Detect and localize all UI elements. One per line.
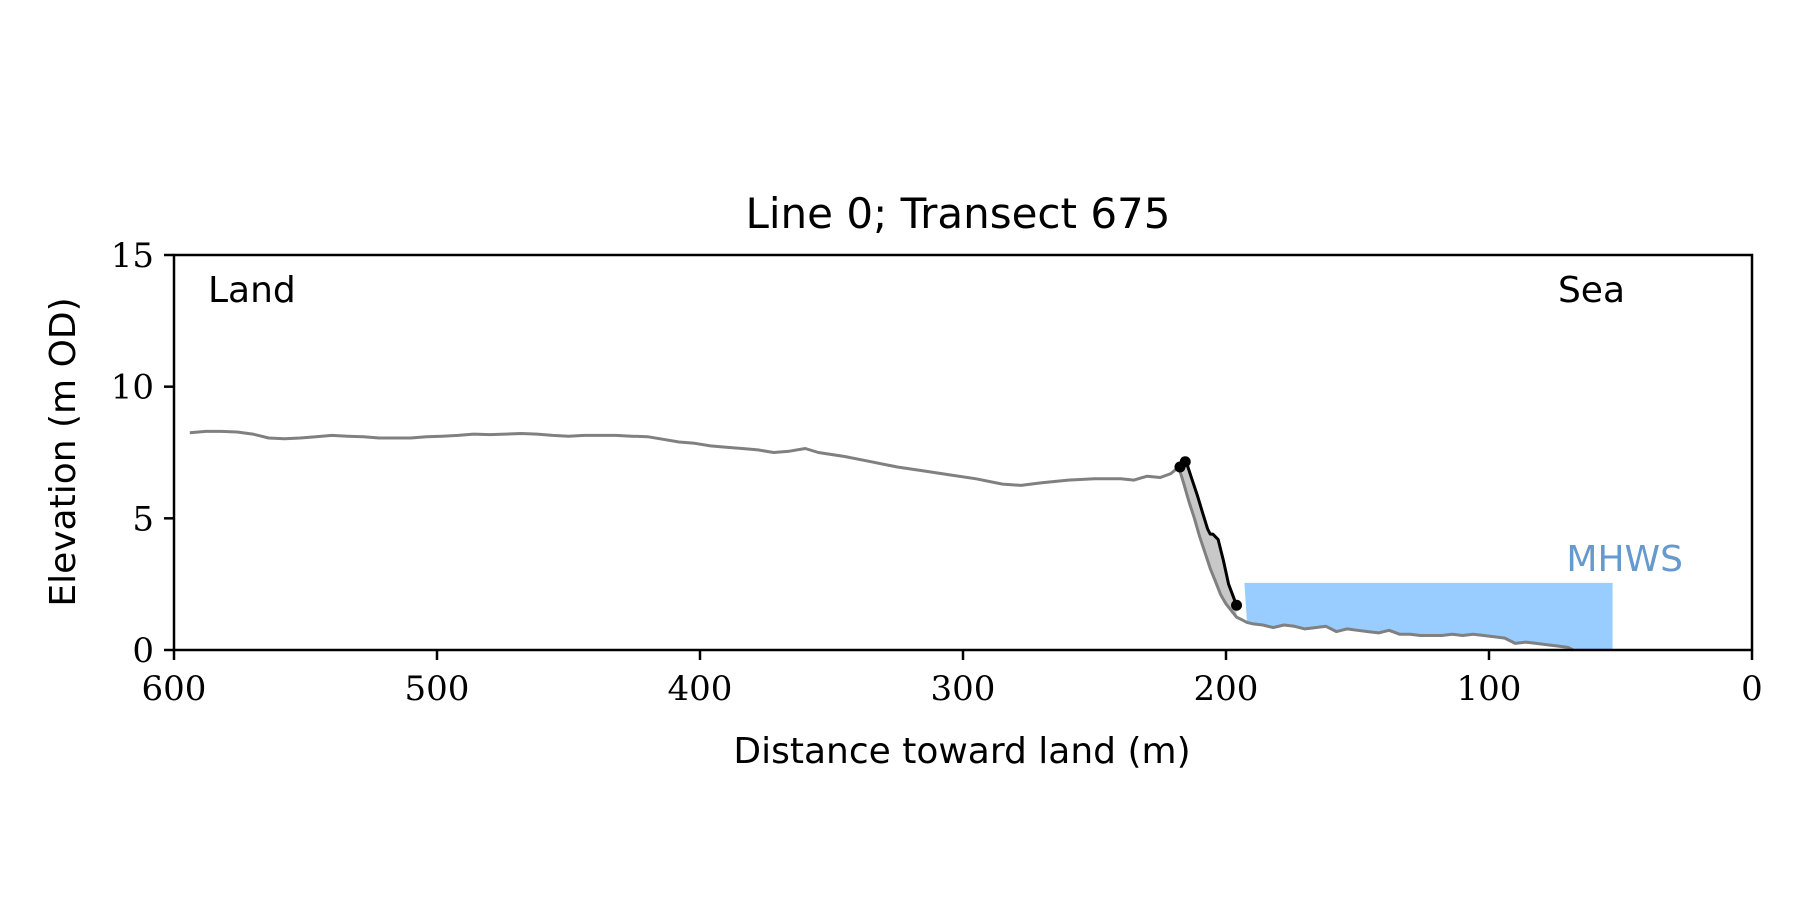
y-tick-label: 0	[132, 631, 154, 671]
y-axis-label: Elevation (m OD)	[43, 297, 84, 606]
x-tick-label: 100	[1457, 669, 1522, 709]
cliff-markers	[1174, 456, 1243, 611]
x-axis: 600 500 400 300 200 100 0	[142, 650, 1763, 709]
cliff-series-line	[1180, 461, 1238, 606]
x-tick-label: 500	[405, 669, 470, 709]
x-tick-label: 300	[931, 669, 996, 709]
y-tick-label: 10	[111, 368, 154, 408]
x-tick-label: 0	[1741, 669, 1763, 709]
y-tick-label: 5	[132, 499, 154, 539]
land-label: Land	[208, 270, 296, 311]
sea-label: Sea	[1558, 270, 1625, 311]
y-axis: 0 5 10 15	[111, 236, 174, 671]
cliff-marker	[1231, 599, 1243, 611]
mhws-label: MHWS	[1566, 539, 1683, 580]
cliff-retreat-fill	[1181, 463, 1237, 618]
chart-title: Line 0; Transect 675	[745, 189, 1170, 238]
x-axis-label: Distance toward land (m)	[733, 731, 1190, 772]
x-tick-label: 200	[1194, 669, 1259, 709]
cliff-marker	[1179, 456, 1191, 468]
mhws-water-area	[1244, 582, 1613, 650]
x-tick-label: 600	[142, 669, 207, 709]
y-tick-label: 15	[111, 236, 154, 276]
x-tick-label: 400	[668, 669, 733, 709]
profile-series-line	[189, 429, 1574, 652]
